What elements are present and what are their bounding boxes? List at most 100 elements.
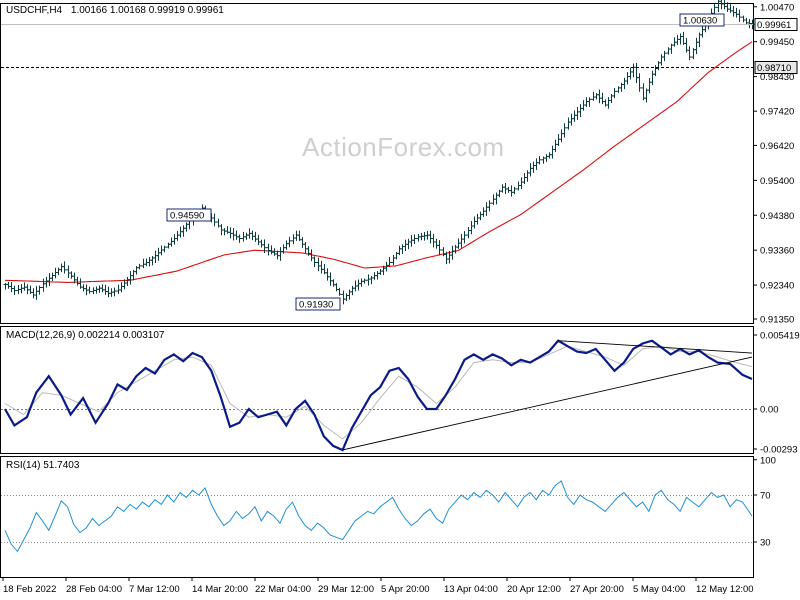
price-bar (500, 184, 505, 193)
price-bar (62, 261, 67, 274)
price-bar (731, 6, 736, 17)
price-tick-label: 0.91350 (760, 315, 794, 326)
rsi-pane-frame (0, 456, 754, 578)
price-bar (534, 158, 539, 170)
price-bar (334, 283, 339, 292)
price-bar (41, 278, 46, 292)
price-bar (337, 287, 342, 296)
price-bar (400, 244, 405, 254)
price-bar (156, 247, 161, 261)
price-bar (666, 47, 671, 55)
price-bar (525, 170, 530, 182)
price-bar (528, 163, 533, 177)
price-bar (631, 63, 636, 78)
price-bar (716, 0, 721, 13)
price-bar (462, 231, 467, 244)
price-level-label: 0.98710 (757, 63, 791, 74)
price-levels: 0.99961 0.98710 (1, 18, 798, 74)
price-bar (612, 87, 617, 99)
macd-pane-title: MACD(12,26,9) 0.002214 0.003107 (6, 330, 165, 341)
price-bar (350, 285, 355, 296)
price-bar (362, 278, 367, 284)
price-bar (100, 284, 105, 293)
price-bar (341, 290, 346, 305)
price-tick-label: 0.99450 (760, 37, 794, 48)
price-bar (316, 257, 321, 272)
price-bar (291, 234, 296, 245)
price-bar (519, 177, 524, 190)
macd-trendline (558, 340, 753, 354)
x-tick-label: 13 Apr 04:00 (444, 584, 498, 595)
price-bar (734, 7, 739, 18)
price-bar (591, 91, 596, 101)
price-annotation-label: 1.00630 (683, 16, 717, 27)
price-bar (162, 245, 167, 253)
moving-average-layer (4, 41, 753, 283)
price-bar (487, 200, 492, 212)
macd-layer (1, 339, 753, 452)
price-bar (366, 274, 371, 286)
price-bar (287, 236, 292, 248)
price-bar (81, 284, 86, 292)
rsi-pane-title: RSI(14) 51.7403 (6, 460, 80, 471)
price-bar (659, 54, 664, 66)
price-bar (466, 226, 471, 239)
price-bar (556, 134, 561, 146)
x-tick-label: 22 Mar 04:00 (255, 584, 311, 595)
price-bar (34, 286, 39, 300)
price-bar (331, 279, 336, 287)
price-bar (12, 285, 17, 296)
price-bar (572, 110, 577, 122)
price-bar (547, 152, 552, 159)
price-bar (294, 230, 299, 241)
price-bar (569, 113, 574, 126)
price-bar (175, 230, 180, 241)
watermark: ActionForex.com (302, 132, 505, 162)
price-bar (37, 285, 42, 295)
price-bar (481, 207, 486, 217)
price-bar (678, 33, 683, 45)
price-bar (428, 230, 433, 244)
price-bar (662, 50, 667, 62)
pane-frames (0, 3, 754, 578)
price-tick-label: 0.95400 (760, 176, 794, 187)
price-bar (647, 78, 652, 94)
price-bar (22, 282, 27, 291)
price-bar (94, 286, 99, 294)
price-bar (359, 278, 364, 287)
macd-tick-label: 0.00 (760, 405, 779, 416)
price-bar (222, 228, 227, 236)
price-bar (128, 270, 133, 285)
price-bar (522, 173, 527, 184)
price-bar (119, 282, 124, 293)
x-tick-label: 14 Mar 20:00 (192, 584, 248, 595)
price-bar (228, 227, 233, 239)
price-bar (450, 245, 455, 260)
price-bar (628, 67, 633, 80)
price-bar (453, 244, 458, 254)
price-bar (234, 230, 239, 240)
price-bar (356, 279, 361, 291)
price-bar (116, 284, 121, 295)
x-tick-label: 29 Mar 12:00 (318, 584, 374, 595)
price-bar (112, 287, 117, 297)
price-bar (616, 86, 621, 93)
price-bar (472, 216, 477, 229)
price-bar (75, 276, 80, 286)
price-bars (3, 0, 755, 305)
price-annotation-label: 0.94590 (170, 211, 204, 222)
price-bar (434, 238, 439, 249)
rsi-layer (1, 480, 753, 553)
price-bar (416, 234, 421, 242)
price-bar (475, 213, 480, 225)
price-bar (69, 271, 74, 279)
price-bar (375, 271, 380, 280)
price-bar (737, 9, 742, 22)
price-bar (594, 93, 599, 100)
rsi-line (4, 480, 753, 553)
price-bar (59, 263, 64, 273)
price-bar (597, 89, 602, 104)
price-annotation-box (166, 208, 212, 222)
